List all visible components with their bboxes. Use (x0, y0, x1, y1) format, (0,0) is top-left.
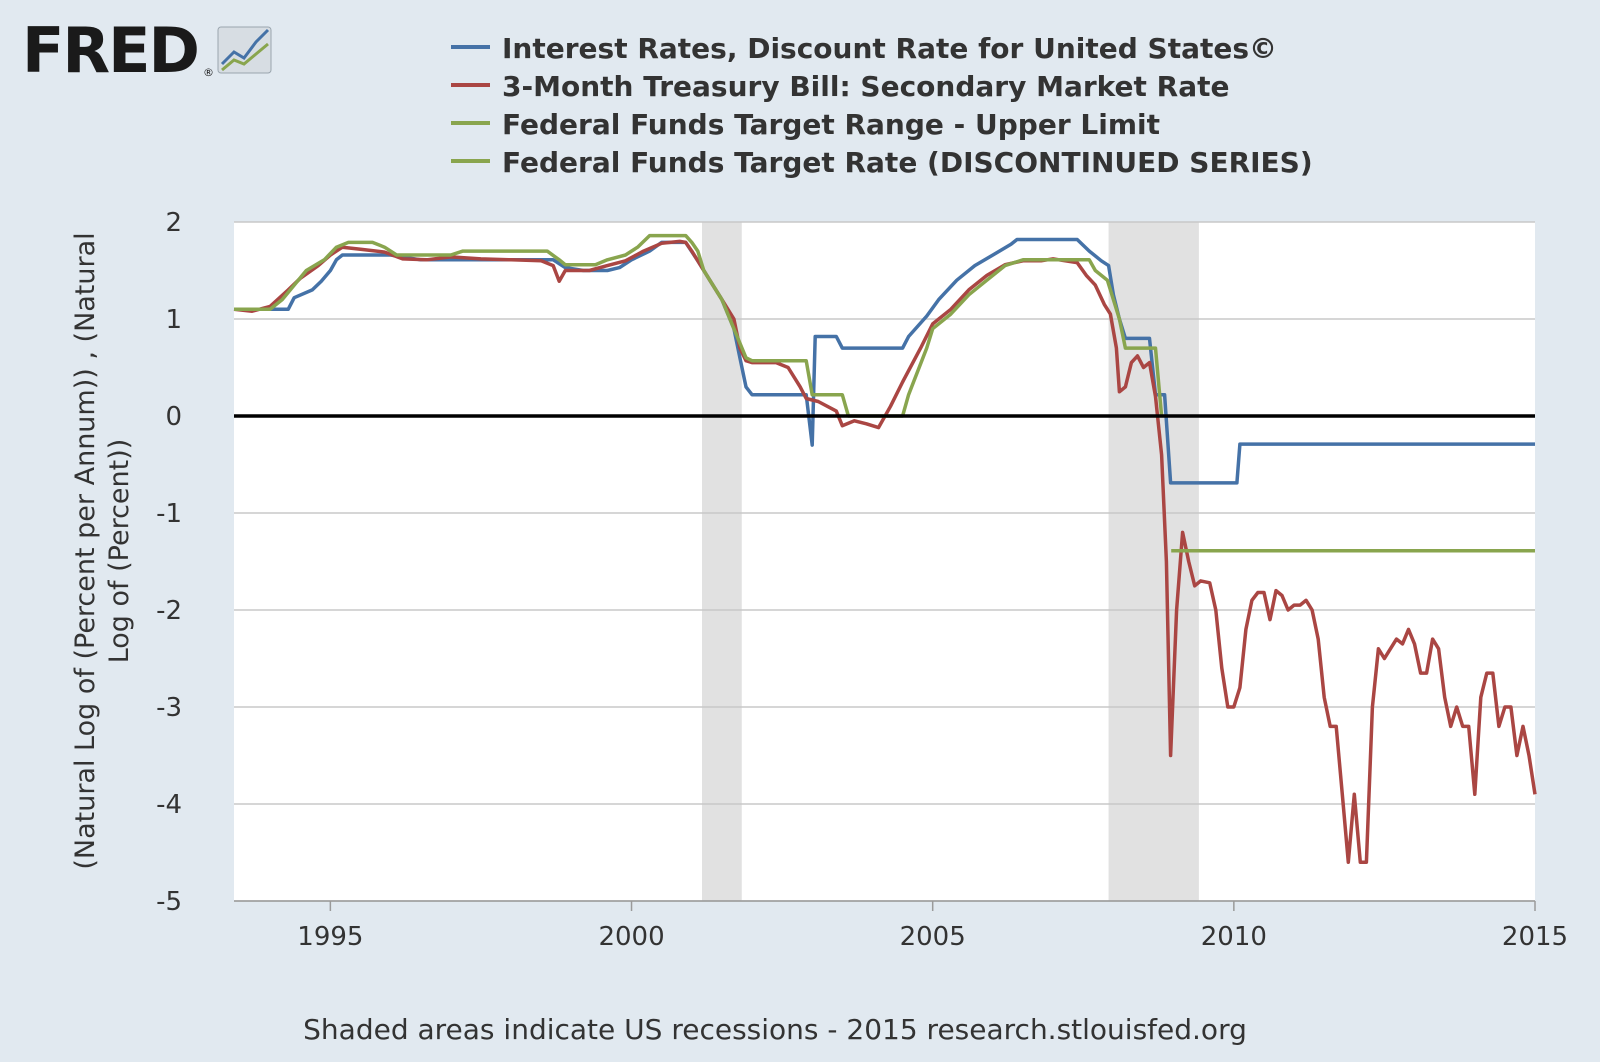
legend-label-3: Federal Funds Target Rate (DISCONTINUED … (502, 146, 1313, 179)
fred-logo-chart-icon (217, 26, 272, 74)
x-tick-label: 2015 (1502, 922, 1568, 952)
axes: 2 1 0 -1 -2 -3 -4 -5 1995 2000 2005 2010 2015 (156, 208, 1568, 952)
series-line-1 (233, 239, 1537, 864)
y-tick-label: -1 (156, 499, 182, 529)
y-axis-label-line1: (Natural Log of (Percent per Annum)) , (… (70, 232, 101, 869)
y-tick-label: 2 (165, 208, 182, 238)
y-tick-label: -5 (156, 887, 182, 917)
legend-label-1: 3-Month Treasury Bill: Secondary Market … (502, 70, 1229, 103)
legend: Interest Rates, Discount Rate for United… (451, 32, 1313, 179)
y-axis-label-line2: Log of (Percent)) (104, 439, 135, 664)
y-tick-label: 1 (165, 305, 182, 335)
y-tick-label: 0 (165, 402, 182, 432)
y-tick-label: -3 (156, 693, 182, 723)
y-axis-label: (Natural Log of (Percent per Annum)) , (… (70, 232, 135, 869)
fred-logo-text: FRED (22, 14, 198, 87)
gridlines (234, 221, 1535, 902)
legend-label-0: Interest Rates, Discount Rate for United… (502, 32, 1277, 65)
series-line-3 (234, 233, 1164, 418)
fred-logo: FRED ® (22, 14, 272, 87)
x-tick-label: 2000 (598, 922, 664, 952)
y-tick-label: -4 (156, 790, 182, 820)
x-tick-label: 2005 (900, 922, 966, 952)
legend-label-2: Federal Funds Target Range - Upper Limit (502, 108, 1160, 141)
x-tick-label: 1995 (297, 922, 363, 952)
series-lines (233, 233, 1537, 864)
footer-note: Shaded areas indicate US recessions - 20… (303, 1013, 1247, 1046)
x-tick-label: 2010 (1201, 922, 1267, 952)
y-tick-label: -2 (156, 596, 182, 626)
plot-area (234, 222, 1535, 901)
registered-mark: ® (203, 66, 214, 79)
